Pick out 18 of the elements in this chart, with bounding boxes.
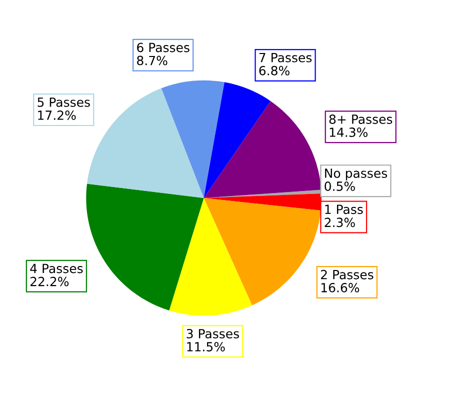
slice-label: 6 Passes — [137, 42, 190, 52]
slice-label: No passes — [325, 168, 388, 180]
data-label: 11.5% — [187, 342, 225, 352]
slice-label: 8+ Passes — [329, 114, 392, 124]
data-label: 17.2% — [38, 110, 76, 120]
slice-label: 5 Passes — [38, 98, 90, 107]
data-label: 8.7% — [137, 56, 168, 66]
data-label: 22.2% — [30, 276, 69, 286]
slice-label: 2 Passes — [321, 270, 374, 280]
slice-label: 4 Passes — [30, 264, 83, 274]
data-label: 6.8% — [259, 66, 290, 76]
data-label: 16.6% — [321, 282, 360, 292]
slice-label: 1 Pass — [325, 204, 363, 214]
data-label: 2.3% — [324, 218, 355, 228]
slice-label: 7 Passes — [259, 53, 312, 62]
data-label: 14.3% — [330, 128, 368, 137]
slice-label: 3 Passes — [186, 328, 239, 338]
data-label: 0.5% — [324, 182, 355, 191]
